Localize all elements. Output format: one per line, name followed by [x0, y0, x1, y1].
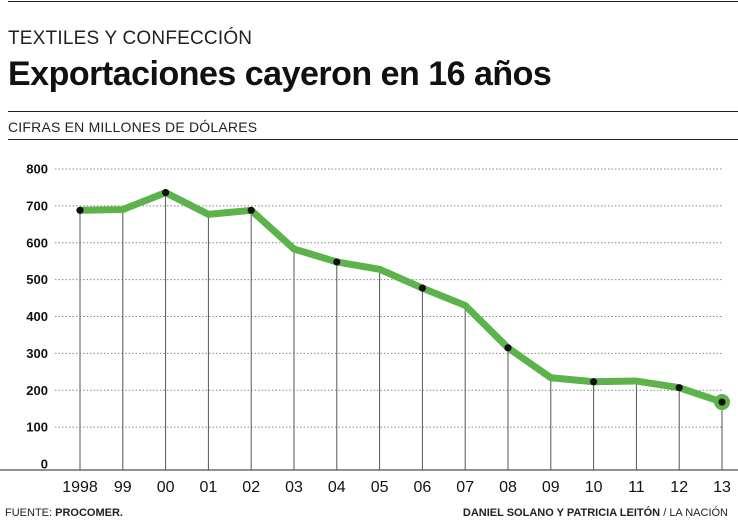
top-rule — [8, 1, 738, 2]
chart-title: Exportaciones cayeron en 16 años — [8, 55, 552, 93]
data-point-marker — [675, 384, 683, 392]
data-point-marker — [718, 398, 726, 406]
source-name: PROCOMER. — [55, 507, 123, 519]
y-tick-label: 500 — [26, 272, 48, 287]
x-tick-label: 10 — [585, 479, 603, 496]
series-line — [76, 189, 726, 406]
x-tick-label: 13 — [713, 479, 731, 496]
data-point-marker — [247, 206, 255, 214]
x-tick-label: 01 — [200, 479, 218, 496]
y-tick-label: 800 — [26, 162, 48, 177]
source-label: FUENTE: — [5, 507, 53, 519]
y-tick-label: 0 — [41, 457, 48, 472]
y-tick-label: 100 — [26, 420, 48, 435]
x-tick-label: 09 — [542, 479, 560, 496]
x-tick-label: 12 — [670, 479, 688, 496]
author-credit: DANIEL SOLANO Y PATRICIA LEITÓN / LA NAC… — [463, 507, 728, 519]
x-tick-label: 02 — [242, 479, 260, 496]
x-tick-label: 1998 — [62, 479, 98, 496]
data-point-marker — [76, 206, 84, 214]
x-tick-label: 04 — [328, 479, 346, 496]
chart-subtitle: CIFRAS EN MILLONES DE DÓLARES — [8, 119, 258, 135]
y-tick-labels: 0 100 200 300 400 500 600 700 800 — [26, 162, 48, 472]
x-tick-label: 07 — [456, 479, 474, 496]
subtitle-rule — [8, 139, 738, 140]
line-chart: 0 100 200 300 400 500 600 700 800 1998 99 00 01 02 03… — [0, 162, 738, 496]
data-point-marker — [333, 258, 341, 266]
x-tick-label: 05 — [371, 479, 389, 496]
title-rule — [8, 111, 738, 112]
y-tick-label: 600 — [26, 235, 48, 250]
authors: DANIEL SOLANO Y PATRICIA LEITÓN — [462, 507, 661, 519]
data-point-marker — [504, 344, 512, 352]
markers-layer — [76, 189, 730, 411]
x-tick-label: 99 — [114, 479, 132, 496]
x-tick-label: 08 — [499, 479, 517, 496]
grid-layer — [0, 168, 738, 471]
series-layer — [76, 189, 726, 406]
data-point-marker — [590, 378, 598, 386]
data-point-marker — [162, 189, 170, 197]
x-tick-label: 00 — [157, 479, 175, 496]
x-tick-label: 11 — [628, 479, 645, 496]
credit-separator: / — [663, 507, 667, 519]
vertical-lines-layer — [79, 192, 723, 470]
data-point-marker — [418, 284, 426, 292]
source-credit: FUENTE: PROCOMER. — [5, 507, 123, 519]
y-tick-label: 700 — [26, 198, 48, 213]
chart-kicker: TEXTILES Y CONFECCIÓN — [8, 28, 253, 49]
y-tick-label: 200 — [26, 383, 48, 398]
x-tick-label: 06 — [414, 479, 432, 496]
y-tick-label: 400 — [26, 309, 48, 324]
outlet-name: LA NACIÓN — [669, 507, 728, 519]
y-tick-label: 300 — [26, 346, 48, 361]
x-tick-label: 03 — [285, 479, 303, 496]
x-tick-labels: 1998 99 00 01 02 03 04 05 06 07 08 09 10 11 12 13 — [62, 479, 731, 496]
